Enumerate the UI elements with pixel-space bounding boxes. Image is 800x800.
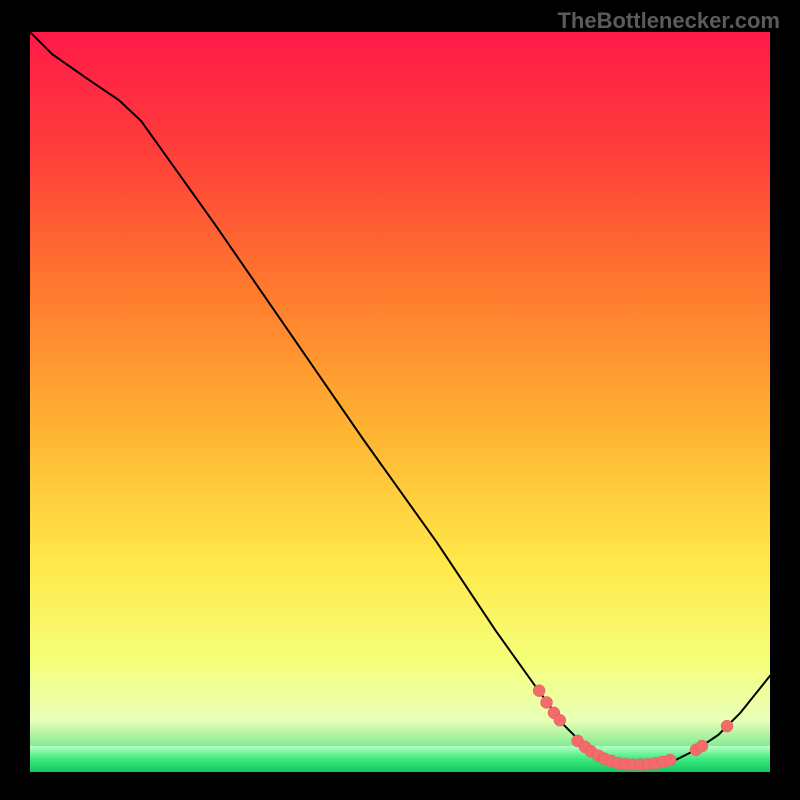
recommendation-markers (533, 685, 733, 771)
marker-dot (696, 740, 708, 752)
marker-dot (664, 754, 676, 766)
plot-area (30, 32, 770, 772)
marker-dot (541, 696, 553, 708)
bottleneck-curve (30, 32, 770, 765)
marker-dot (554, 714, 566, 726)
marker-dot (533, 685, 545, 697)
chart-svg (30, 32, 770, 772)
stage: TheBottlenecker.com (0, 0, 800, 800)
watermark-text: TheBottlenecker.com (557, 8, 780, 34)
marker-dot (721, 720, 733, 732)
